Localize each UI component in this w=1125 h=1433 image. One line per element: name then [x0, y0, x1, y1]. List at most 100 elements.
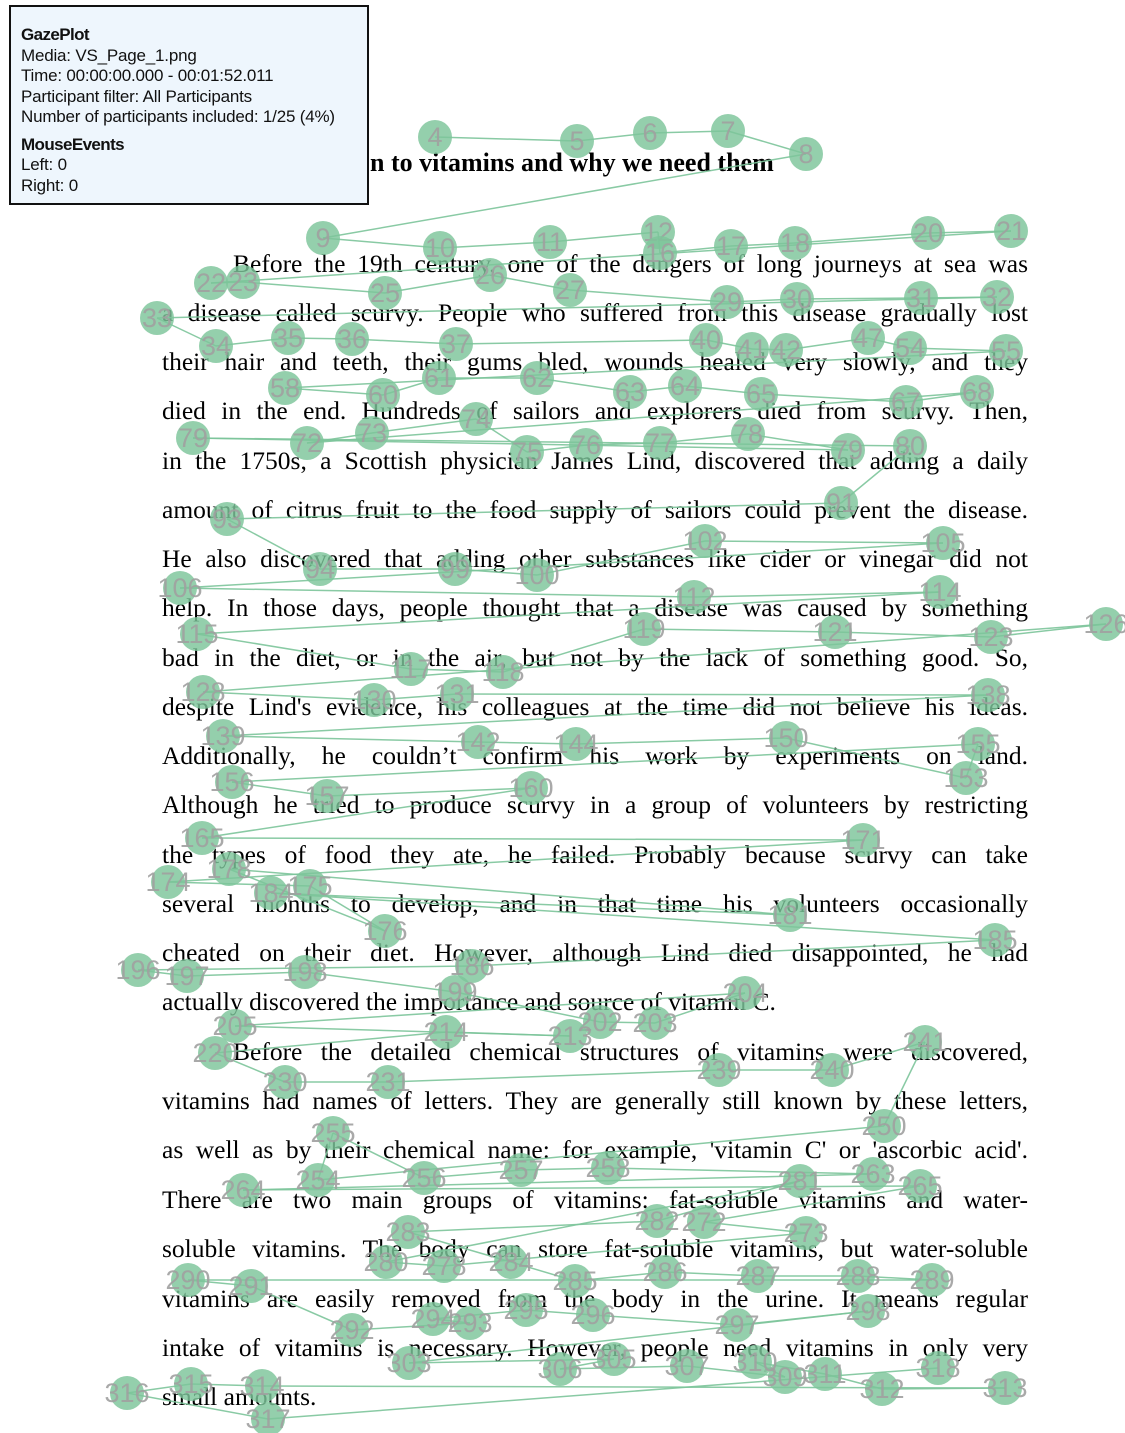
- fixation-number: 55: [991, 336, 1021, 366]
- fixation-circle: [558, 1264, 592, 1298]
- saccade-line: [167, 881, 311, 887]
- fixation-circle: [510, 435, 544, 469]
- fixation-circle: [553, 273, 587, 307]
- saccade-line: [222, 735, 479, 743]
- fixation-circle: [290, 426, 324, 460]
- fixation-number: 60: [368, 380, 398, 410]
- saccade-line: [643, 628, 836, 633]
- fixation-number: 4: [427, 122, 442, 152]
- saccade-line: [693, 591, 941, 598]
- fixation-circle: [394, 652, 428, 686]
- fixation-point: 157: [304, 779, 350, 813]
- fixation-point: 230: [262, 1065, 308, 1099]
- fixation-point: 313: [982, 1371, 1028, 1405]
- fixation-point: 297: [714, 1308, 760, 1342]
- fixation-point: 6: [633, 116, 667, 150]
- fixation-circle: [638, 1006, 672, 1040]
- saccade-line: [502, 628, 645, 673]
- fixation-circle: [407, 1161, 441, 1195]
- saccade-line: [270, 892, 791, 916]
- fixation-number: 20: [913, 218, 943, 248]
- fixation-circle: [110, 1376, 144, 1410]
- fixation-circle: [198, 1036, 232, 1070]
- fixation-number: 130: [351, 685, 396, 715]
- fixation-point: 254: [295, 1163, 341, 1197]
- fixation-number: 264: [220, 1175, 265, 1205]
- fixation-circle: [815, 1053, 849, 1087]
- fixation-number: 293: [447, 1308, 492, 1338]
- fixation-number: 290: [165, 1265, 210, 1295]
- media-label: Media: VS_Page_1.png: [21, 45, 197, 65]
- saccade-line: [322, 237, 441, 249]
- fixation-point: 286: [642, 1255, 688, 1289]
- fixation-number: 32: [982, 282, 1012, 312]
- saccade-line: [201, 837, 864, 841]
- fixation-number: 99: [440, 554, 470, 584]
- fixation-number: 123: [968, 622, 1013, 652]
- fixation-circle: [978, 923, 1012, 957]
- fixation-point: 256: [401, 1161, 447, 1195]
- fixation-number: 77: [645, 428, 675, 458]
- saccade-line: [231, 743, 979, 783]
- fixation-point: 278: [421, 1249, 467, 1283]
- participants-included-label: Number of participants included: 1/25 (4…: [21, 107, 335, 126]
- fixation-number: 17: [716, 231, 746, 261]
- fixation-point: 318: [915, 1351, 961, 1385]
- fixation-number: 220: [192, 1038, 237, 1068]
- fixation-circle: [773, 898, 807, 932]
- fixation-point: 174: [145, 865, 191, 899]
- saccade-line: [270, 892, 996, 941]
- fixation-circle: [648, 1255, 682, 1289]
- saccade-line: [196, 633, 412, 670]
- fixation-circle: [768, 1360, 802, 1394]
- saccade-line: [408, 1358, 615, 1364]
- fixation-circle: [509, 1293, 543, 1327]
- fixation-number: 287: [735, 1261, 780, 1291]
- fixation-number: 303: [386, 1348, 431, 1378]
- saccade-line: [703, 1221, 807, 1234]
- fixation-number: 138: [965, 680, 1010, 710]
- fixation-circle: [867, 1109, 901, 1143]
- fixation-circle: [971, 678, 1005, 712]
- fixation-circle: [591, 1151, 625, 1185]
- fixation-point: 100: [514, 558, 560, 592]
- fixation-number: 273: [783, 1218, 828, 1248]
- saccade-line: [179, 587, 695, 598]
- time-label: Time: 00:00:00.000 - 00:01:52.011: [21, 66, 274, 85]
- fixation-circle: [923, 575, 957, 609]
- fixation-circle: [769, 721, 803, 755]
- fixation-circle: [268, 1065, 302, 1099]
- fixation-point: 93: [210, 502, 244, 536]
- fixation-circle: [459, 402, 493, 436]
- fixation-point: 9: [306, 221, 340, 255]
- fixation-circle: [335, 322, 369, 356]
- fixation-circle: [687, 1205, 721, 1239]
- saccade-line: [234, 992, 746, 1027]
- saccade-line: [445, 1031, 571, 1037]
- fixation-point: 20: [911, 216, 945, 250]
- fixation-point: 144: [553, 727, 599, 761]
- fixation-circle: [778, 226, 812, 260]
- fixation-point: 4: [418, 120, 452, 154]
- fixation-point: 314: [239, 1369, 285, 1403]
- gazeplot-info-panel: GazePlot Media: VS_Page_1.png Time: 00:0…: [9, 5, 369, 205]
- saccade-line: [439, 241, 551, 249]
- panel-title: GazePlot: [21, 25, 90, 44]
- fixation-circle: [851, 1294, 885, 1328]
- fixation-circle: [731, 417, 765, 451]
- saccade-line: [210, 230, 1012, 284]
- fixation-circle: [576, 1298, 610, 1332]
- fixation-number: 7: [720, 116, 735, 146]
- fixation-point: 130: [351, 683, 397, 717]
- saccade-line: [179, 542, 944, 589]
- fixation-number: 64: [670, 371, 700, 401]
- fixation-point: 128: [180, 675, 226, 709]
- fixation-number: 156: [209, 767, 254, 797]
- fixation-point: 94: [303, 552, 337, 586]
- fixation-number: 153: [943, 763, 988, 793]
- fixation-point: 264: [220, 1173, 266, 1207]
- fixation-circle: [911, 216, 945, 250]
- fixation-number: 74: [461, 404, 491, 434]
